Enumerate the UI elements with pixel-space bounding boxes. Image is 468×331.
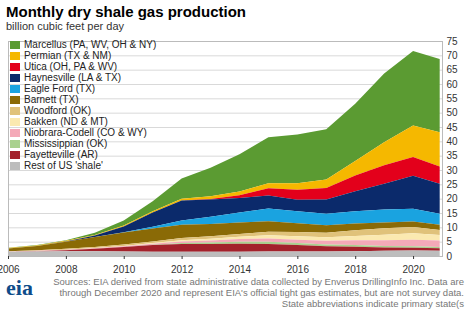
svg-text:65: 65	[447, 64, 459, 75]
svg-text:2016: 2016	[287, 264, 310, 275]
svg-text:2012: 2012	[171, 264, 194, 275]
svg-text:2008: 2008	[55, 264, 78, 275]
svg-text:40: 40	[447, 136, 459, 147]
html-text:Barnett (TX): Barnett (TX)	[24, 94, 79, 105]
svg-text:25: 25	[447, 179, 459, 190]
html-text:Monthly dry shale gas producti: Monthly dry shale gas production	[6, 3, 246, 20]
html-text:Permian (TX & NM): Permian (TX & NM)	[24, 50, 112, 61]
svg-text:70: 70	[447, 50, 459, 61]
html-text:Niobrara-Codell (CO & WY): Niobrara-Codell (CO & WY)	[24, 127, 147, 138]
svg-text:35: 35	[447, 150, 459, 161]
svg-text:2010: 2010	[113, 264, 136, 275]
html-text:Haynesville (LA & TX): Haynesville (LA & TX)	[24, 72, 122, 83]
html-text:Rest of US 'shale': Rest of US 'shale'	[24, 160, 103, 171]
svg-text:50: 50	[447, 107, 459, 118]
svg-text:30: 30	[447, 165, 459, 176]
svg-text:2020: 2020	[402, 264, 425, 275]
svg-text:0: 0	[447, 251, 453, 262]
svg-text:2018: 2018	[345, 264, 368, 275]
svg-text:5: 5	[447, 236, 453, 247]
html-text:Mississippian (OK): Mississippian (OK)	[24, 138, 108, 149]
svg-text:10: 10	[447, 222, 459, 233]
html-text:Marcellus (PA, WV, OH & NY): Marcellus (PA, WV, OH & NY)	[24, 39, 157, 50]
html-text:Woodford (OK): Woodford (OK)	[24, 105, 92, 116]
svg-text:75: 75	[447, 36, 459, 47]
html-text:Sources: EIA derived from stat: Sources: EIA derived from state administ…	[53, 276, 464, 309]
svg-text:55: 55	[447, 93, 459, 104]
svg-text:2006: 2006	[0, 264, 20, 275]
html-text:Eagle Ford (TX): Eagle Ford (TX)	[24, 83, 96, 94]
svg-text:45: 45	[447, 122, 459, 133]
html-text:billion cubic feet per day: billion cubic feet per day	[6, 20, 124, 32]
svg-text:15: 15	[447, 208, 459, 219]
html-text:Bakken (ND & MT): Bakken (ND & MT)	[24, 116, 108, 127]
svg-text:60: 60	[447, 79, 459, 90]
svg-text:20: 20	[447, 193, 459, 204]
svg-text:2014: 2014	[229, 264, 252, 275]
html-text:eia: eia	[6, 275, 33, 300]
html-text:Fayetteville (AR): Fayetteville (AR)	[24, 149, 98, 160]
html-text:Utica (OH, PA & WV): Utica (OH, PA & WV)	[24, 61, 118, 72]
